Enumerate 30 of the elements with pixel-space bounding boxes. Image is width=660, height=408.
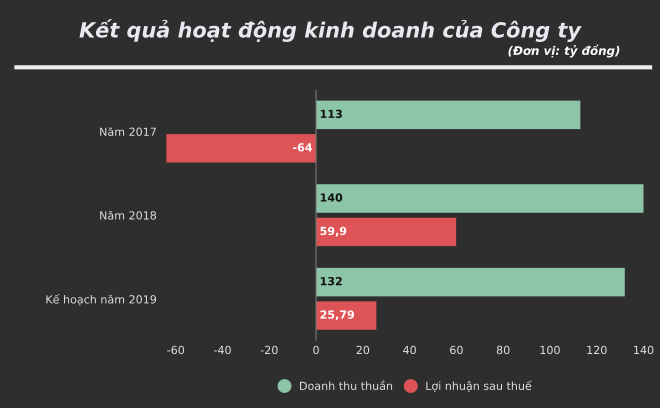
legend-label: Lợi nhuận sau thuế [426, 380, 532, 392]
x-tick-label: 40 [403, 346, 416, 354]
chart-title: Kết quả hoạt động kinh doanh của Công ty [79, 19, 582, 42]
x-tick-label: 120 [587, 346, 607, 354]
y-tick-label: Năm 2017 [100, 127, 156, 136]
bar [166, 134, 316, 163]
bar [316, 301, 376, 330]
data-label: 140 [320, 193, 342, 202]
data-label: 59,9 [320, 226, 346, 237]
chart-subtitle: (Đơn vị: tỷ đồng) [508, 44, 620, 58]
data-label: 25,79 [320, 310, 354, 320]
bar [316, 184, 644, 213]
x-tick-label: -60 [167, 346, 184, 354]
x-tick-label: 100 [540, 346, 560, 354]
bar [316, 100, 580, 130]
data-label: -64 [293, 143, 312, 152]
y-tick-label: Năm 2018 [100, 210, 156, 220]
x-tick-label: 0 [313, 346, 319, 354]
x-tick-label: -20 [260, 346, 278, 354]
bar [316, 268, 625, 296]
x-tick-label: 60 [450, 346, 463, 354]
data-label: 113 [320, 110, 342, 118]
data-label: 132 [320, 276, 342, 286]
x-tick-label: 20 [356, 346, 370, 354]
y-tick-label: Kế hoạch năm 2019 [46, 294, 156, 306]
bar [316, 218, 456, 246]
x-tick-label: 80 [496, 346, 510, 354]
x-tick-label: -40 [214, 346, 231, 354]
legend-label: Doanh thu thuần [300, 380, 392, 390]
x-tick-label: 140 [634, 346, 654, 354]
